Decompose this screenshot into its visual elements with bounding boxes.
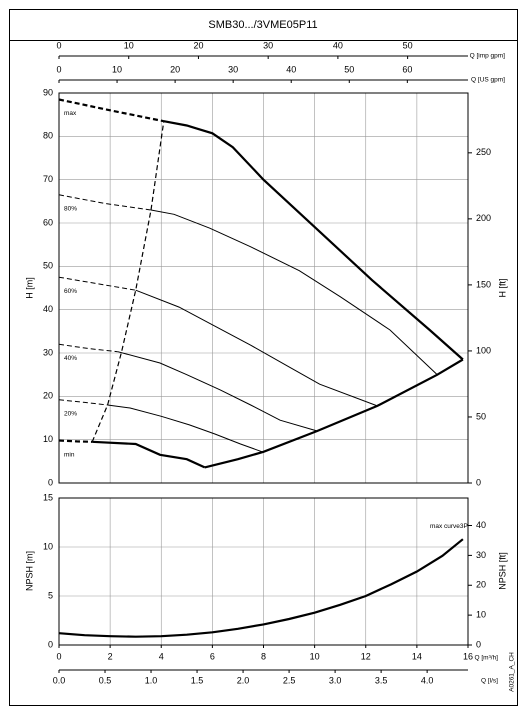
y-tick-label: 10 (43, 541, 53, 551)
y-tick-label: 0 (48, 639, 53, 649)
x-tick-label: 30 (228, 64, 238, 74)
x-tick-label: 10 (124, 40, 134, 50)
x-tick-label: 10 (310, 651, 320, 661)
curve-dashed (58, 399, 108, 406)
curve-label: min (64, 451, 75, 458)
x2-axis-title: Q [l/s] (481, 678, 498, 685)
y2-tick-label: 100 (476, 345, 491, 355)
x-tick-label: 20 (170, 64, 180, 74)
x-tick-label: 40 (333, 40, 343, 50)
curve-label: max (64, 110, 77, 117)
x-tick-label: 50 (344, 64, 354, 74)
y2-tick-label: 0 (476, 477, 481, 487)
x-tick-label: 6 (210, 651, 215, 661)
y2-tick-label: 30 (476, 550, 486, 560)
x2-tick-label: 3.5 (375, 675, 388, 685)
y2-tick-label: 200 (476, 213, 491, 223)
y2-tick-label: 250 (476, 147, 491, 157)
y-tick-label: 10 (43, 434, 53, 444)
y2-axis-title: H [ft] (497, 278, 507, 297)
y-axis-title: H [m] (24, 277, 34, 299)
x2-tick-label: 1.0 (145, 675, 158, 685)
x2-tick-label: 0.0 (53, 675, 66, 685)
y2-axis-title: NPSH [ft] (497, 552, 507, 590)
curve (150, 209, 438, 376)
x2-tick-label: 3.0 (329, 675, 342, 685)
y2-tick-label: 150 (476, 279, 491, 289)
y2-tick-label: 40 (476, 520, 486, 530)
curve (204, 358, 464, 469)
y-tick-label: 30 (43, 347, 53, 357)
y-tick-label: 80 (43, 131, 53, 141)
x-tick-label: 16 (463, 651, 473, 661)
x-axis-title: Q [US gpm] (471, 77, 505, 84)
x-tick-label: 4 (159, 651, 164, 661)
curve (58, 538, 464, 638)
y-tick-label: 20 (43, 391, 53, 401)
y2-tick-label: 0 (476, 639, 481, 649)
x2-tick-label: 1.5 (191, 675, 204, 685)
curve (92, 440, 206, 469)
curve-dashed (58, 276, 136, 291)
x-tick-label: 0 (56, 651, 61, 661)
x-tick-label: 60 (402, 64, 412, 74)
chart-title: SMB30.../3VME05P11 (208, 19, 317, 31)
limit-line (91, 121, 165, 443)
y-tick-label: 40 (43, 304, 53, 314)
annotation: A0261_A_CH (509, 652, 516, 692)
frame (9, 9, 518, 706)
x-tick-label: 12 (361, 651, 371, 661)
y2-tick-label: 10 (476, 610, 486, 620)
x-axis-title: Q [imp gpm] (470, 53, 506, 60)
y-tick-label: 15 (43, 492, 53, 502)
x-tick-label: 0 (56, 64, 61, 74)
y-tick-label: 5 (48, 590, 53, 600)
y2-tick-label: 50 (476, 411, 486, 421)
y-axis-title: NPSH [m] (24, 551, 34, 591)
y-tick-label: 70 (43, 174, 53, 184)
curve-label: 20% (64, 411, 77, 418)
curve-label: 40% (64, 355, 77, 362)
x2-tick-label: 2.5 (283, 675, 296, 685)
curve (107, 404, 263, 453)
curve-label: max curve3P (430, 523, 468, 530)
curve-label: 60% (64, 288, 77, 295)
x-tick-label: 8 (261, 651, 266, 661)
curve-dashed (58, 98, 165, 123)
y-tick-label: 60 (43, 217, 53, 227)
x-tick-label: 14 (412, 651, 422, 661)
x-tick-label: 10 (112, 64, 122, 74)
x-tick-label: 30 (263, 40, 273, 50)
x-axis-title: Q [m³/h] (475, 655, 499, 662)
x2-tick-label: 0.5 (99, 675, 112, 685)
plot-frame (58, 92, 469, 484)
y2-tick-label: 20 (476, 580, 486, 590)
x-tick-label: 20 (193, 40, 203, 50)
x2-tick-label: 2.0 (237, 675, 250, 685)
x-tick-label: 0 (56, 40, 61, 50)
curve (163, 120, 464, 361)
curve (117, 351, 318, 432)
x-tick-label: 40 (286, 64, 296, 74)
x-tick-label: 2 (108, 651, 113, 661)
y-tick-label: 0 (48, 477, 53, 487)
y-tick-label: 50 (43, 261, 53, 271)
curve (135, 289, 378, 407)
curve-dashed (58, 343, 118, 353)
curve-dashed (58, 439, 93, 443)
x2-tick-label: 4.0 (421, 675, 434, 685)
curve-label: 80% (64, 206, 77, 213)
y-tick-label: 90 (43, 87, 53, 97)
x-tick-label: 50 (403, 40, 413, 50)
